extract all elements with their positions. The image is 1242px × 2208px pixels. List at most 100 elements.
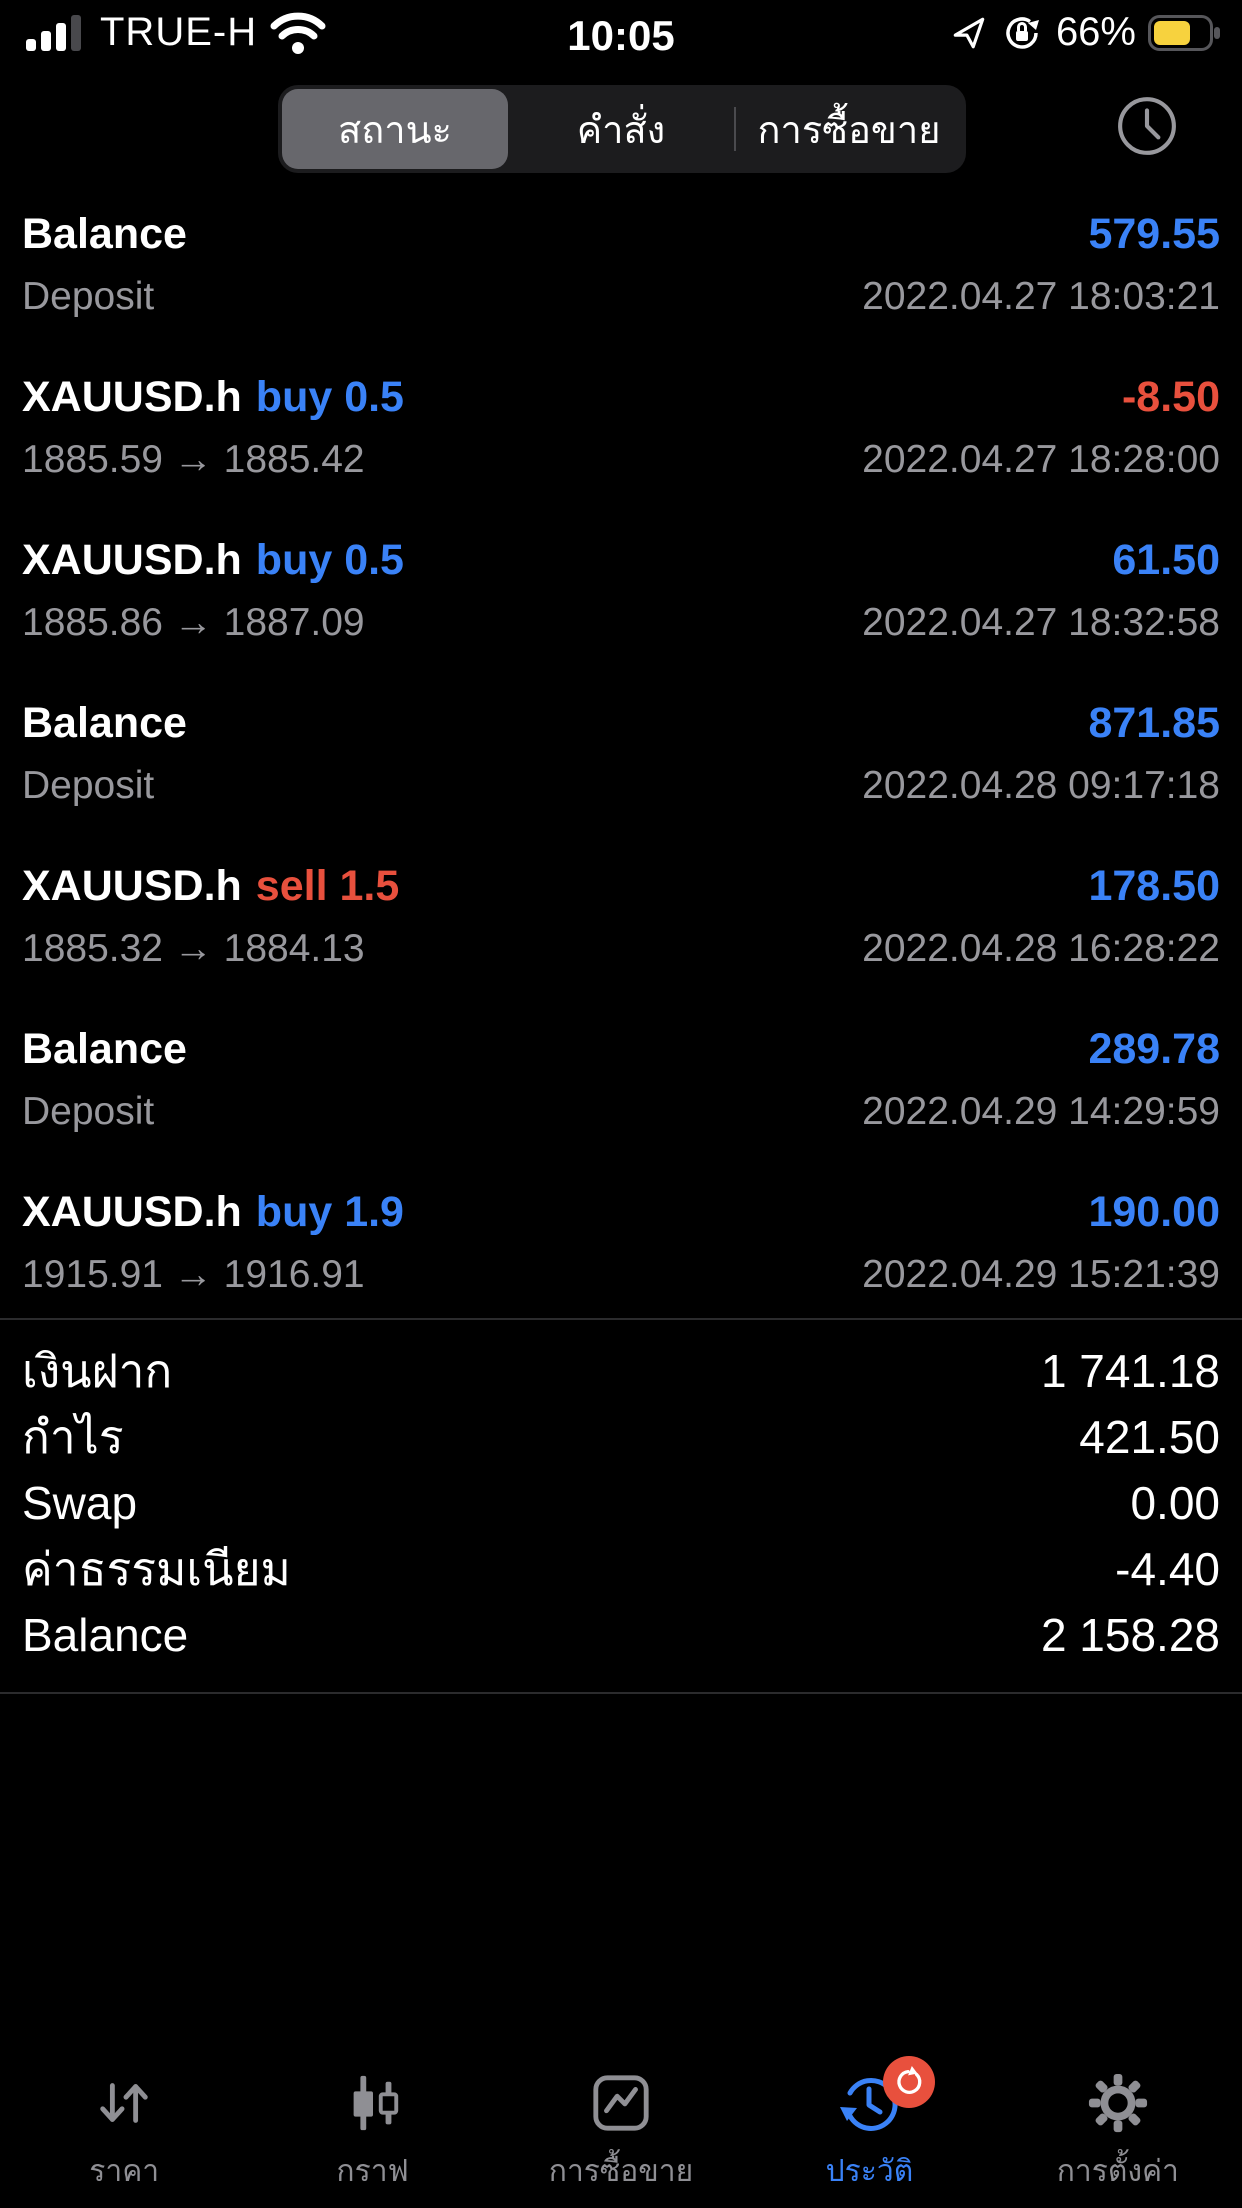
trade-box-icon	[593, 2075, 649, 2131]
tab-orders[interactable]: คำสั่ง	[508, 89, 734, 169]
history-row-left: Balance	[22, 699, 187, 748]
tab-deals[interactable]: การซื้อขาย	[736, 89, 962, 169]
tab-status[interactable]: สถานะ	[282, 89, 508, 169]
row-timestamp: 2022.04.29 14:29:59	[862, 1090, 1220, 1133]
row-title: XAUUSD.h	[22, 536, 242, 584]
settings-gear-icon	[1088, 2073, 1147, 2133]
row-title: XAUUSD.h	[22, 862, 242, 910]
row-value: -8.50	[1121, 373, 1220, 421]
history-row-sub: 1885.59 → 1885.42 2022.04.27 18:28:00	[22, 438, 1220, 482]
trade-direction: buy 0.5	[255, 536, 404, 584]
row-detail: 1885.32 → 1884.13	[22, 927, 365, 970]
row-value: 178.50	[1088, 862, 1220, 910]
row-title: Balance	[22, 699, 187, 747]
nav-label-trade: การซื้อขาย	[548, 2155, 694, 2188]
row-title: XAUUSD.h	[22, 1188, 242, 1236]
row-timestamp: 2022.04.27 18:32:58	[862, 601, 1220, 644]
row-value: 61.50	[1112, 536, 1220, 584]
summary-value: 0.00	[1130, 1477, 1220, 1529]
row-value: 579.55	[1088, 210, 1220, 258]
row-value: 289.78	[1088, 1025, 1220, 1073]
history-row-sub: 1885.86 → 1887.09 2022.04.27 18:32:58	[22, 601, 1220, 645]
segment-divider	[734, 107, 736, 151]
row-timestamp: 2022.04.28 09:17:18	[862, 764, 1220, 807]
trade-direction: buy 1.9	[255, 1188, 404, 1236]
row-timestamp: 2022.04.27 18:28:00	[862, 438, 1220, 481]
nav-item-charts[interactable]: กราฟ	[248, 2038, 496, 2208]
row-value: 190.00	[1088, 1188, 1220, 1236]
nav-label-charts: กราฟ	[336, 2155, 409, 2188]
row-detail: 1885.86 → 1887.09	[22, 601, 365, 644]
history-row[interactable]: Balance 579.55 Deposit 2022.04.27 18:03:21	[0, 186, 1242, 349]
summary-value: 1 741.18	[1040, 1345, 1220, 1397]
history-row-left: XAUUSD.h buy 0.5	[22, 373, 404, 422]
orientation-lock-icon	[1006, 16, 1039, 49]
history-row[interactable]: Balance 289.78 Deposit 2022.04.29 14:29:59	[0, 1001, 1242, 1164]
battery-icon	[1148, 14, 1220, 51]
summary-value: -4.40	[1115, 1543, 1220, 1595]
summary-label: กำไร	[22, 1410, 124, 1463]
tab-status-label: สถานะ	[338, 109, 452, 152]
history-row-left: Balance	[22, 210, 187, 259]
history-sync-badge	[883, 2056, 936, 2108]
history-row-sub: 1885.32 → 1884.13 2022.04.28 16:28:22	[22, 927, 1220, 971]
summary-value: 421.50	[1079, 1411, 1220, 1463]
date-range-button[interactable]	[1115, 94, 1179, 158]
status-time: 10:05	[567, 12, 675, 59]
history-row[interactable]: Balance 871.85 Deposit 2022.04.28 09:17:18	[0, 675, 1242, 838]
summary-label: เงินฝาก	[22, 1344, 173, 1397]
trade-direction: buy 0.5	[255, 373, 404, 421]
nav-item-history[interactable]: ประวัติ	[745, 2038, 993, 2208]
history-row-main: XAUUSD.h buy 0.5 61.50	[22, 512, 1220, 585]
signal-bars-icon	[26, 14, 81, 51]
history-row-left: XAUUSD.h sell 1.5	[22, 862, 399, 911]
nav-item-settings[interactable]: การตั้งค่า	[994, 2038, 1242, 2208]
summary-bottom-divider	[0, 1692, 1242, 1694]
nav-label-history: ประวัติ	[825, 2155, 914, 2188]
history-row[interactable]: XAUUSD.h buy 1.9 190.00 1915.91 → 1916.91 20…	[0, 1164, 1242, 1327]
summary-row: เงินฝาก 1 741.18	[0, 1338, 1242, 1404]
row-value: 871.85	[1088, 699, 1220, 747]
account-summary: เงินฝาก 1 741.18 กำไร 421.50 Swap 0.00 ค่าธรรม…	[0, 1338, 1242, 1668]
history-row-main: Balance 579.55	[22, 186, 1220, 259]
nav-item-trade[interactable]: การซื้อขาย	[497, 2038, 745, 2208]
summary-row: ค่าธรรมเนียม -4.40	[0, 1536, 1242, 1602]
trade-direction: sell 1.5	[255, 862, 400, 910]
nav-item-quotes[interactable]: ราคา	[0, 2038, 248, 2208]
history-row-sub: Deposit 2022.04.27 18:03:21	[22, 275, 1220, 319]
history-list: Balance 579.55 Deposit 2022.04.27 18:03:21 X…	[0, 186, 1242, 1327]
summary-label: Swap	[22, 1477, 138, 1529]
row-title: XAUUSD.h	[22, 373, 242, 421]
summary-label: Balance	[22, 1609, 189, 1661]
battery-percent-label: 66%	[1055, 10, 1136, 54]
row-detail: Deposit	[22, 1090, 155, 1133]
summary-row: Balance 2 158.28	[0, 1602, 1242, 1668]
summary-label: ค่าธรรมเนียม	[22, 1542, 291, 1595]
history-row[interactable]: XAUUSD.h buy 0.5 -8.50 1885.59 → 1885.42 202…	[0, 349, 1242, 512]
row-timestamp: 2022.04.29 15:21:39	[862, 1253, 1220, 1296]
refresh-arrow-icon	[897, 2065, 922, 2094]
location-arrow-icon	[953, 17, 985, 48]
history-row-main: XAUUSD.h buy 1.9 190.00	[22, 1164, 1220, 1237]
history-row-left: XAUUSD.h buy 1.9	[22, 1188, 404, 1237]
tab-orders-label: คำสั่ง	[576, 109, 666, 152]
row-detail: 1885.59 → 1885.42	[22, 438, 365, 481]
row-title: Balance	[22, 1025, 187, 1073]
candlestick-chart-icon	[353, 2075, 398, 2131]
nav-label-quotes: ราคา	[89, 2155, 160, 2188]
bottom-nav: ราคา กราฟ การซื้อขาย	[0, 2038, 1242, 2208]
row-title: Balance	[22, 210, 187, 258]
row-detail: 1915.91 → 1916.91	[22, 1253, 365, 1296]
history-row[interactable]: XAUUSD.h buy 0.5 61.50 1885.86 → 1887.09 202…	[0, 512, 1242, 675]
history-row[interactable]: XAUUSD.h sell 1.5 178.50 1885.32 → 1884.13 2…	[0, 838, 1242, 1001]
summary-value: 2 158.28	[1040, 1609, 1220, 1661]
row-timestamp: 2022.04.27 18:03:21	[862, 275, 1220, 318]
history-row-left: XAUUSD.h buy 0.5	[22, 536, 404, 585]
history-row-sub: Deposit 2022.04.29 14:29:59	[22, 1090, 1220, 1134]
history-row-sub: 1915.91 → 1916.91 2022.04.29 15:21:39	[22, 1253, 1220, 1297]
row-timestamp: 2022.04.28 16:28:22	[862, 927, 1220, 970]
history-row-main: XAUUSD.h sell 1.5 178.50	[22, 838, 1220, 911]
history-row-main: XAUUSD.h buy 0.5 -8.50	[22, 349, 1220, 422]
clock-icon	[1118, 97, 1176, 155]
